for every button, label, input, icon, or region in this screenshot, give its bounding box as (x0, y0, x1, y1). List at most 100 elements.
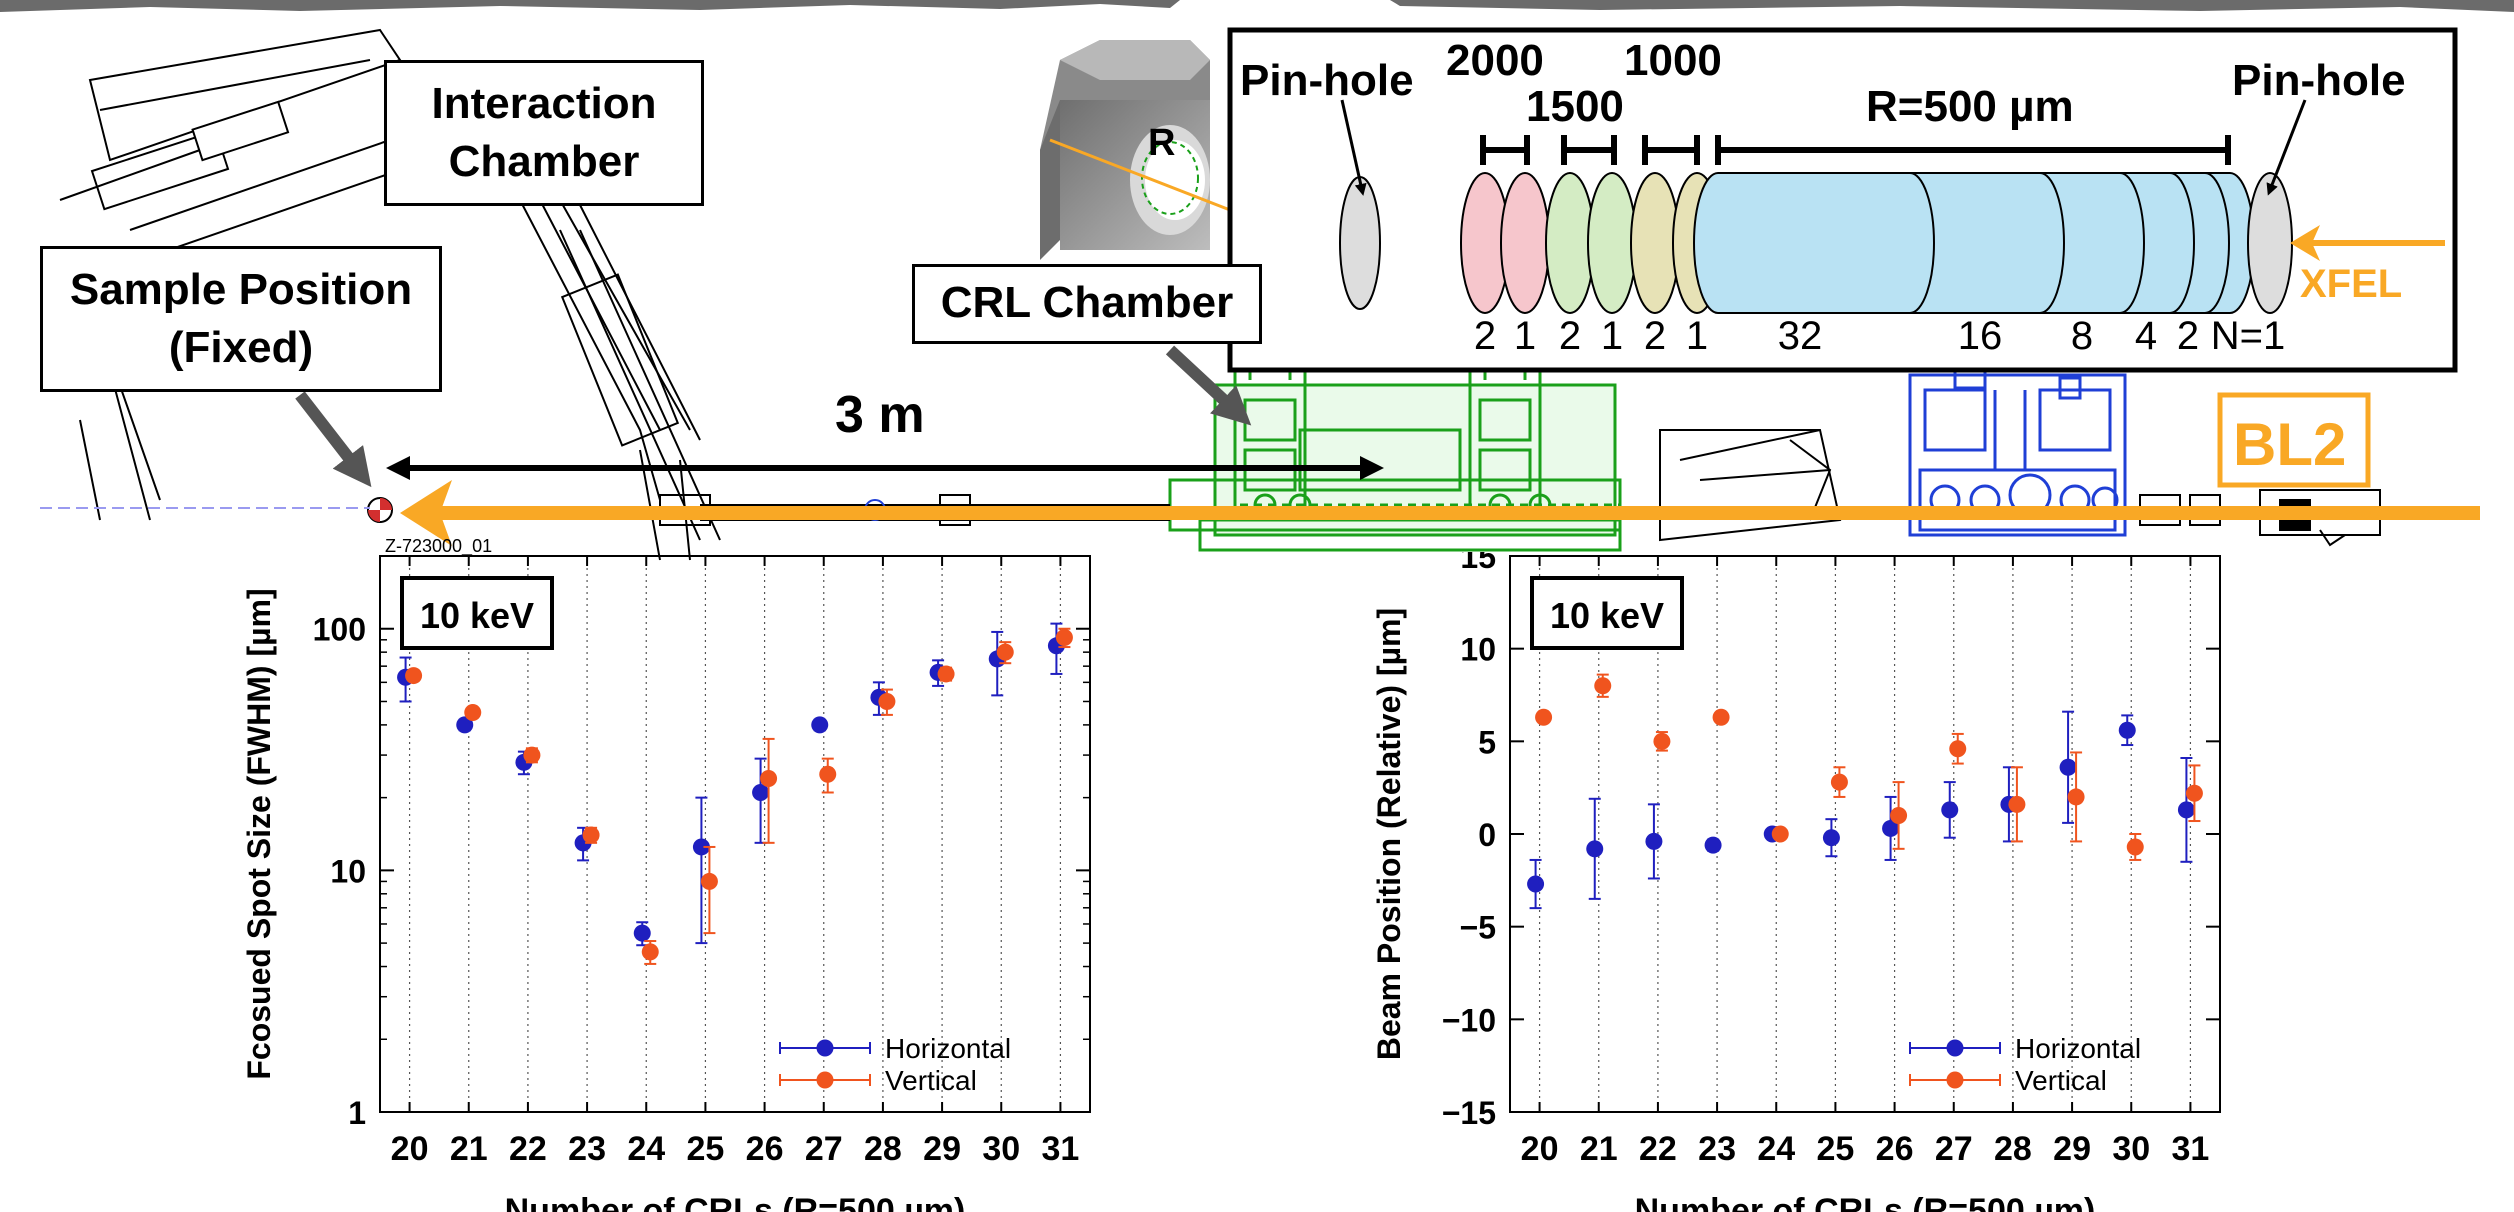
y-tick-label: 10 (330, 853, 366, 889)
x-tick-label: 27 (1935, 1130, 1973, 1168)
data-point-horizontal (2059, 758, 2077, 776)
x-tick-label: 28 (864, 1130, 902, 1168)
data-point-vertical (937, 665, 955, 683)
data-point-horizontal (692, 838, 710, 856)
data-point-vertical (1055, 628, 1073, 646)
y-tick-label: −15 (1442, 1095, 1496, 1131)
x-tick-label: 21 (450, 1130, 488, 1168)
lens-count: 1 (1513, 314, 1537, 358)
x-tick-label: 28 (1994, 1130, 2032, 1168)
x-tick-label: 23 (1698, 1130, 1736, 1168)
torn-edge (0, 0, 1180, 12)
y-tick-label: 100 (313, 612, 366, 648)
sample-position-line1: Sample Position (69, 265, 413, 314)
data-point-vertical (1890, 806, 1908, 824)
interaction-chamber-callout: Interaction Chamber (384, 60, 704, 206)
data-point-horizontal (456, 716, 474, 734)
crl-chamber-drawing (1168, 363, 1622, 552)
data-point-horizontal (2118, 721, 2136, 739)
data-point-horizontal (633, 924, 651, 942)
legend-marker (816, 1039, 834, 1057)
pinhole-left-pointer (1340, 99, 1367, 196)
data-point-vertical (878, 692, 896, 710)
interaction-chamber-line1: Interaction (431, 79, 657, 128)
energy-tag: 10 keV (1550, 595, 1664, 636)
radius-1000-label: 1000 (1624, 36, 1722, 85)
lens-count: 32 (1777, 314, 1823, 358)
x-tick-label: 25 (1817, 1130, 1855, 1168)
x-tick-label: 24 (627, 1130, 665, 1168)
interaction-chamber-drawing (59, 28, 721, 561)
x-tick-label: 22 (509, 1130, 547, 1168)
radius-2000-label: 2000 (1446, 36, 1544, 85)
crl-pointer-arrow (1165, 345, 1252, 426)
y-tick-label: −10 (1442, 1002, 1496, 1038)
sample-point-marker (367, 497, 393, 523)
x-tick-label: 26 (1876, 1130, 1914, 1168)
x-tick-label: 30 (982, 1130, 1020, 1168)
legend-label: Horizontal (885, 1033, 1011, 1064)
data-point-vertical (523, 746, 541, 764)
bl2-box (2217, 392, 2371, 488)
lens-count: 1 (1685, 314, 1709, 358)
data-point-vertical (700, 872, 718, 890)
x-tick-label: 20 (1521, 1130, 1559, 1168)
data-point-vertical (2067, 788, 2085, 806)
lens-count: 2 (1473, 314, 1497, 358)
distance-label: 3 m (835, 386, 925, 444)
data-point-horizontal (1941, 801, 1959, 819)
pinhole-left-label: Pin-hole (1240, 56, 1414, 105)
sample-pointer-arrow (295, 391, 372, 488)
lens-count: 1 (1600, 314, 1624, 358)
crl-lens-image (1040, 40, 1231, 260)
data-point-vertical (464, 704, 482, 722)
data-point-vertical (2008, 795, 2026, 813)
spot-size-chart: 20 21 22 23 24 25 26 27 28 29 30 31 1 10 100 Number of … (241, 555, 1091, 1212)
y-tick-label: 15 (1460, 552, 1496, 575)
x-tick-label: 23 (568, 1130, 606, 1168)
legend-marker (816, 1071, 834, 1089)
interaction-chamber-line2: Chamber (448, 137, 640, 186)
energy-tag: 10 keV (420, 595, 534, 636)
legend-label: Horizontal (2015, 1033, 2141, 1064)
lens-radius-label: R (1148, 122, 1175, 164)
data-point-horizontal (1645, 832, 1663, 850)
data-point-vertical (405, 667, 423, 685)
lens-count: 16 (1957, 314, 2003, 358)
x-tick-label: 29 (923, 1130, 961, 1168)
data-point-vertical (641, 943, 659, 961)
lens-count: 2 (1558, 314, 1582, 358)
drawing-id-label: Z-723000_01 (385, 536, 493, 556)
lens-count: 2 (1643, 314, 1667, 358)
x-tick-label: 25 (687, 1130, 725, 1168)
data-point-horizontal (1586, 840, 1604, 858)
y-tick-label: 1 (348, 1095, 366, 1131)
data-point-horizontal (1822, 829, 1840, 847)
data-point-vertical (582, 826, 600, 844)
data-point-vertical (2185, 784, 2203, 802)
data-point-horizontal (811, 716, 829, 734)
data-point-horizontal (1527, 875, 1545, 893)
pinhole-right-label: Pin-hole (2232, 56, 2406, 105)
legend-marker (1946, 1071, 1964, 1089)
data-point-horizontal (1704, 836, 1722, 854)
data-point-vertical (760, 769, 778, 787)
y-axis-label: Fcosued Spot Size (FWHM) [µm] (241, 588, 277, 1079)
data-point-vertical (2126, 838, 2144, 856)
lens-count: N=1 (2210, 314, 2286, 358)
sample-position-callout: Sample Position (Fixed) (40, 246, 442, 392)
x-tick-label: 31 (1042, 1130, 1080, 1168)
x-tick-label: 26 (746, 1130, 784, 1168)
data-point-vertical (1949, 740, 1967, 758)
data-point-vertical (996, 643, 1014, 661)
radius-1500-label: 1500 (1526, 82, 1624, 131)
x-tick-label: 22 (1639, 1130, 1677, 1168)
radius-brackets (1480, 135, 2231, 165)
data-point-vertical (1771, 825, 1789, 843)
y-tick-label: 5 (1478, 724, 1496, 760)
sample-position-line2: (Fixed) (168, 323, 314, 372)
energy-tag-box (400, 576, 554, 650)
legend-label: Vertical (885, 1065, 977, 1096)
x-axis-label: Number of CRLs (R=500 µm) (1635, 1192, 2096, 1212)
